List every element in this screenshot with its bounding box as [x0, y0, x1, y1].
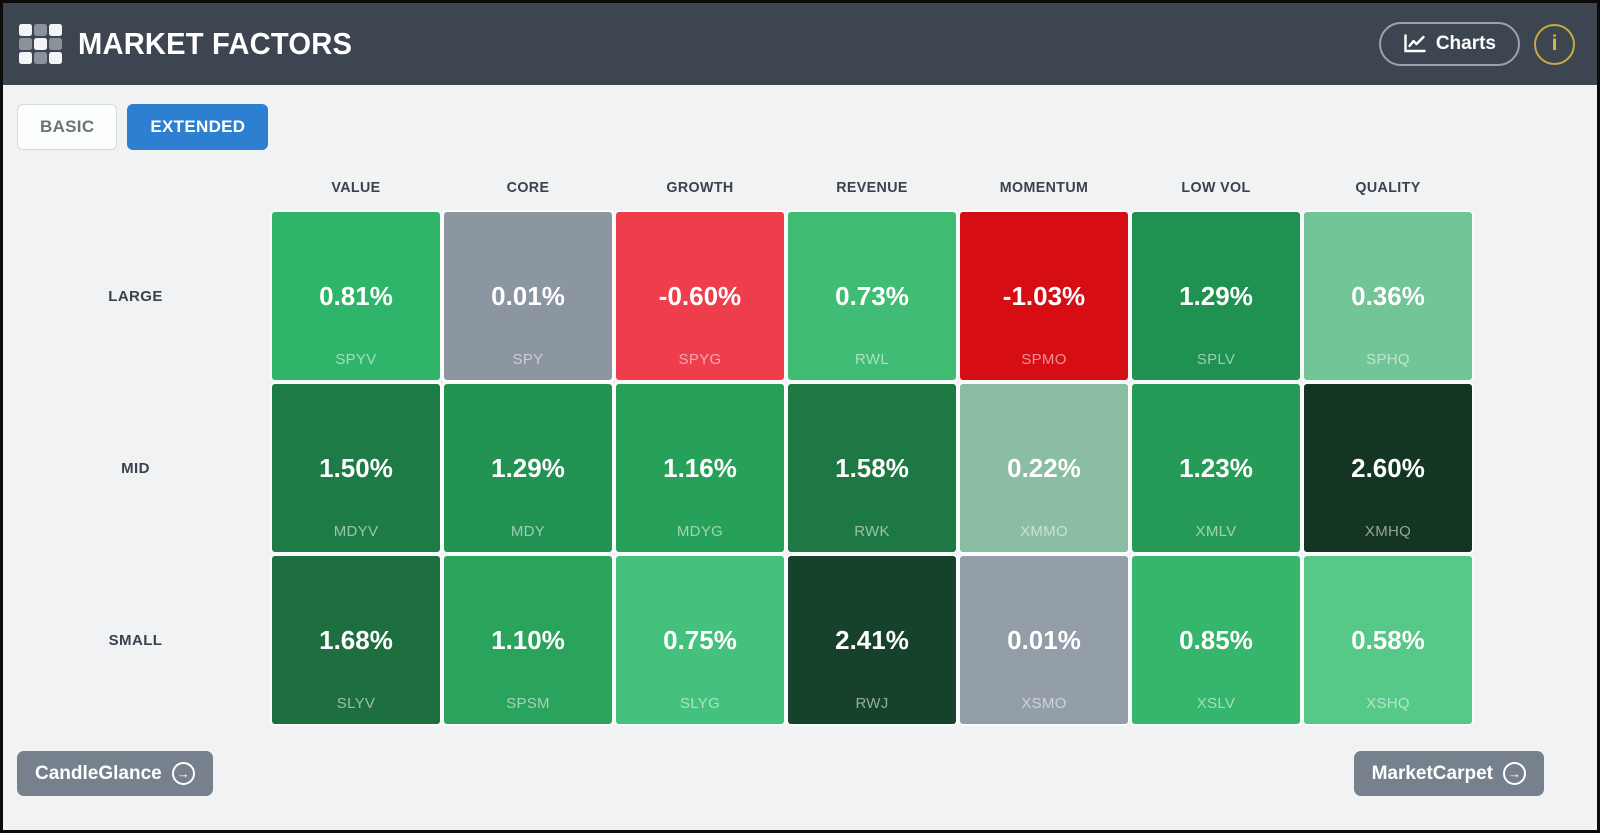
- heatmap-cell-xslv[interactable]: 0.85% XSLV: [1132, 556, 1300, 724]
- cell-value: 0.75%: [663, 624, 737, 655]
- charts-button[interactable]: Charts: [1378, 22, 1520, 66]
- column-header-core: CORE: [506, 178, 550, 196]
- charts-button-label: Charts: [1435, 33, 1496, 54]
- info-icon: i: [1551, 32, 1558, 55]
- candleglance-button-label: CandleGlance: [35, 762, 162, 784]
- heatmap-cell-rwk[interactable]: 1.58% RWK: [788, 384, 956, 552]
- column-header-momentum: MOMENTUM: [999, 178, 1089, 196]
- cell-ticker: SPLV: [1196, 351, 1236, 368]
- cell-ticker: SPY: [512, 351, 544, 368]
- column-header-revenue: REVENUE: [836, 178, 908, 196]
- cell-value: 0.85%: [1179, 624, 1253, 655]
- heatmap-cell-xsmo[interactable]: 0.01% XSMO: [960, 556, 1128, 724]
- heatmap-cell-slyg[interactable]: 0.75% SLYG: [616, 556, 784, 724]
- cell-ticker: XSMO: [1021, 695, 1067, 712]
- cell-value: 0.01%: [491, 280, 565, 311]
- cell-ticker: XMHQ: [1364, 523, 1412, 540]
- cell-value: 1.16%: [663, 452, 737, 483]
- heatmap-cell-spy[interactable]: 0.01% SPY: [444, 212, 612, 380]
- heatmap-cell-spmo[interactable]: -1.03% SPMO: [960, 212, 1128, 380]
- column-header-growth: GROWTH: [666, 178, 734, 196]
- page-title: MARKET FACTORS: [78, 26, 353, 61]
- heatmap-cell-rwj[interactable]: 2.41% RWJ: [788, 556, 956, 724]
- cell-ticker: XSHQ: [1366, 695, 1410, 712]
- heatmap-cell-spyv[interactable]: 0.81% SPYV: [272, 212, 440, 380]
- heatmap-cell-spyg[interactable]: -0.60% SPYG: [616, 212, 784, 380]
- cell-value: -0.60%: [658, 280, 742, 311]
- cell-value: 1.23%: [1179, 452, 1253, 483]
- cell-value: 1.50%: [319, 452, 393, 483]
- row-label-mid: MID: [121, 459, 150, 477]
- cell-value: 1.29%: [491, 452, 565, 483]
- heatmap-cell-xmhq[interactable]: 2.60% XMHQ: [1304, 384, 1472, 552]
- cell-ticker: SPHQ: [1366, 351, 1410, 368]
- cell-value: 1.10%: [491, 624, 565, 655]
- cell-value: 1.58%: [835, 452, 909, 483]
- row-label-large: LARGE: [108, 287, 163, 305]
- cell-value: 0.73%: [835, 280, 909, 311]
- heatmap-cell-splv[interactable]: 1.29% SPLV: [1132, 212, 1300, 380]
- arrow-right-circle-icon: →: [1503, 762, 1526, 785]
- heatmap-cell-spsm[interactable]: 1.10% SPSM: [444, 556, 612, 724]
- heatmap-cell-mdy[interactable]: 1.29% MDY: [444, 384, 612, 552]
- cell-ticker: SLYV: [336, 695, 376, 712]
- line-chart-icon: [1403, 33, 1427, 55]
- cell-value: 0.36%: [1351, 280, 1425, 311]
- column-header-value: VALUE: [331, 178, 381, 196]
- heatmap-cell-mdyg[interactable]: 1.16% MDYG: [616, 384, 784, 552]
- cell-value: 2.60%: [1351, 452, 1425, 483]
- cell-value: 0.22%: [1007, 452, 1081, 483]
- app-header: MARKET FACTORS Charts i: [3, 3, 1597, 85]
- cell-ticker: SPYG: [678, 351, 722, 368]
- heatmap-cell-slyv[interactable]: 1.68% SLYV: [272, 556, 440, 724]
- arrow-right-circle-icon: →: [171, 762, 195, 785]
- cell-ticker: SPSM: [506, 695, 550, 712]
- tab-extended[interactable]: EXTENDED: [127, 104, 269, 150]
- cell-ticker: MDY: [510, 523, 546, 540]
- cell-value: -1.03%: [1002, 280, 1086, 311]
- cell-value: 0.81%: [319, 280, 393, 311]
- cell-ticker: XSLV: [1196, 695, 1236, 712]
- cell-value: 0.01%: [1007, 624, 1081, 655]
- cell-ticker: SPYV: [335, 351, 377, 368]
- cell-ticker: XMLV: [1195, 523, 1237, 540]
- cell-value: 1.29%: [1179, 280, 1253, 311]
- cell-value: 0.58%: [1351, 624, 1425, 655]
- heatmap-cell-mdyv[interactable]: 1.50% MDYV: [272, 384, 440, 552]
- candleglance-button[interactable]: CandleGlance →: [17, 751, 213, 796]
- cell-ticker: XMMO: [1020, 523, 1068, 540]
- marketcarpet-button-label: MarketCarpet: [1371, 762, 1493, 784]
- heatmap-cell-xmmo[interactable]: 0.22% XMMO: [960, 384, 1128, 552]
- view-mode-tabs: BASIC EXTENDED: [17, 104, 1597, 150]
- cell-ticker: RWL: [855, 351, 889, 368]
- cell-value: 2.41%: [835, 624, 909, 655]
- cell-ticker: SPMO: [1021, 351, 1067, 368]
- footer-nav: CandleGlance → MarketCarpet →: [17, 751, 1544, 796]
- column-header-low-vol: LOW VOL: [1181, 178, 1251, 196]
- row-label-small: SMALL: [108, 631, 163, 649]
- tab-basic[interactable]: BASIC: [17, 104, 118, 150]
- cell-ticker: MDYV: [333, 523, 379, 540]
- heatmap-cell-rwl[interactable]: 0.73% RWL: [788, 212, 956, 380]
- heatmap-corner-spacer: [3, 166, 268, 208]
- cell-value: 1.68%: [319, 624, 393, 655]
- heatmap-cell-sphq[interactable]: 0.36% SPHQ: [1304, 212, 1472, 380]
- heatmap-cell-xshq[interactable]: 0.58% XSHQ: [1304, 556, 1472, 724]
- cell-ticker: RWK: [854, 523, 890, 540]
- cell-ticker: RWJ: [855, 695, 889, 712]
- cell-ticker: SLYG: [679, 695, 721, 712]
- market-factors-grid-logo-icon: [19, 24, 62, 64]
- marketcarpet-button[interactable]: MarketCarpet →: [1353, 751, 1544, 796]
- market-factors-heatmap: VALUE CORE GROWTH REVENUE MOMENTUM LOW VOL QUA…: [3, 166, 1472, 724]
- info-button[interactable]: i: [1534, 23, 1575, 65]
- cell-ticker: MDYG: [676, 523, 724, 540]
- heatmap-cell-xmlv[interactable]: 1.23% XMLV: [1132, 384, 1300, 552]
- column-header-quality: QUALITY: [1355, 178, 1421, 196]
